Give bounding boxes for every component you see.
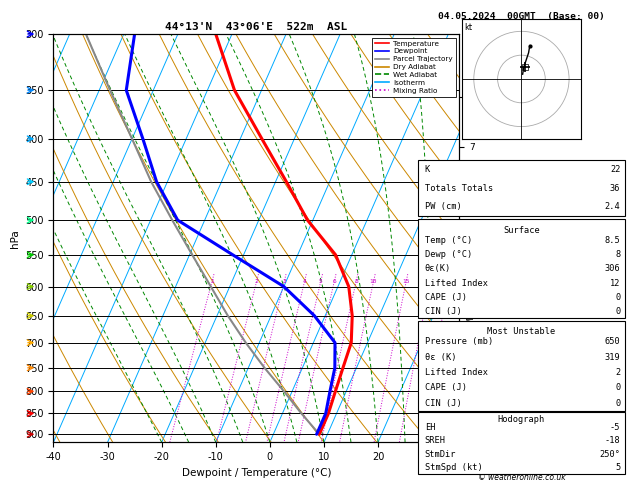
Text: 8: 8 xyxy=(615,250,620,260)
Text: θε(K): θε(K) xyxy=(425,264,451,274)
Legend: Temperature, Dewpoint, Parcel Trajectory, Dry Adiabat, Wet Adiabat, Isotherm, Mi: Temperature, Dewpoint, Parcel Trajectory… xyxy=(372,37,455,97)
Text: 36: 36 xyxy=(610,184,620,193)
Text: 0: 0 xyxy=(615,399,620,408)
Text: Temp (°C): Temp (°C) xyxy=(425,236,472,245)
Text: Surface: Surface xyxy=(503,226,540,235)
Text: -18: -18 xyxy=(604,436,620,445)
Text: 4: 4 xyxy=(303,279,306,284)
Text: 15: 15 xyxy=(403,279,410,284)
Text: 3: 3 xyxy=(282,279,286,284)
Text: CAPE (J): CAPE (J) xyxy=(425,383,467,392)
Text: 306: 306 xyxy=(604,264,620,274)
Text: kt: kt xyxy=(464,23,472,32)
Text: 04.05.2024  00GMT  (Base: 00): 04.05.2024 00GMT (Base: 00) xyxy=(438,12,605,21)
Text: 12: 12 xyxy=(610,278,620,288)
Text: 5: 5 xyxy=(615,463,620,472)
Text: 0: 0 xyxy=(615,293,620,302)
Text: 0: 0 xyxy=(615,307,620,316)
Text: Pressure (mb): Pressure (mb) xyxy=(425,337,493,347)
Bar xyxy=(418,219,625,318)
Text: 2.4: 2.4 xyxy=(604,203,620,211)
Text: 8.5: 8.5 xyxy=(604,236,620,245)
Text: 6: 6 xyxy=(332,279,336,284)
X-axis label: Dewpoint / Temperature (°C): Dewpoint / Temperature (°C) xyxy=(182,468,331,478)
Text: Hodograph: Hodograph xyxy=(498,415,545,424)
Text: Dewp (°C): Dewp (°C) xyxy=(425,250,472,260)
Text: K: K xyxy=(425,165,430,174)
Bar xyxy=(418,321,625,411)
Text: 0: 0 xyxy=(615,383,620,392)
Text: 20: 20 xyxy=(426,279,434,284)
Bar xyxy=(418,412,625,474)
Text: 5: 5 xyxy=(319,279,323,284)
Text: Lifted Index: Lifted Index xyxy=(425,368,487,377)
Bar xyxy=(418,160,625,216)
Text: SREH: SREH xyxy=(425,436,445,445)
Text: CIN (J): CIN (J) xyxy=(425,399,462,408)
Text: 22: 22 xyxy=(610,165,620,174)
Text: StmSpd (kt): StmSpd (kt) xyxy=(425,463,482,472)
Text: Most Unstable: Most Unstable xyxy=(487,327,555,336)
Text: θε (K): θε (K) xyxy=(425,353,456,362)
Text: Totals Totals: Totals Totals xyxy=(425,184,493,193)
Text: -5: -5 xyxy=(610,423,620,432)
Text: CAPE (J): CAPE (J) xyxy=(425,293,467,302)
Text: LCL: LCL xyxy=(464,438,479,447)
Text: StmDir: StmDir xyxy=(425,450,456,458)
Text: 319: 319 xyxy=(604,353,620,362)
Y-axis label: km
ASL: km ASL xyxy=(477,230,497,246)
Text: 25: 25 xyxy=(445,279,453,284)
Y-axis label: hPa: hPa xyxy=(9,229,19,247)
Text: Lifted Index: Lifted Index xyxy=(425,278,487,288)
Text: 650: 650 xyxy=(604,337,620,347)
Text: Mixing Ratio (g/kg): Mixing Ratio (g/kg) xyxy=(467,251,476,324)
Text: EH: EH xyxy=(425,423,435,432)
Text: © weatheronline.co.uk: © weatheronline.co.uk xyxy=(477,473,565,482)
Text: 2: 2 xyxy=(615,368,620,377)
Title: 44°13'N  43°06'E  522m  ASL: 44°13'N 43°06'E 522m ASL xyxy=(165,22,347,32)
Text: 10: 10 xyxy=(370,279,377,284)
Text: CIN (J): CIN (J) xyxy=(425,307,462,316)
Text: 2: 2 xyxy=(255,279,259,284)
Text: 8: 8 xyxy=(354,279,358,284)
Text: 250°: 250° xyxy=(599,450,620,458)
Text: PW (cm): PW (cm) xyxy=(425,203,462,211)
Text: 1: 1 xyxy=(210,279,214,284)
